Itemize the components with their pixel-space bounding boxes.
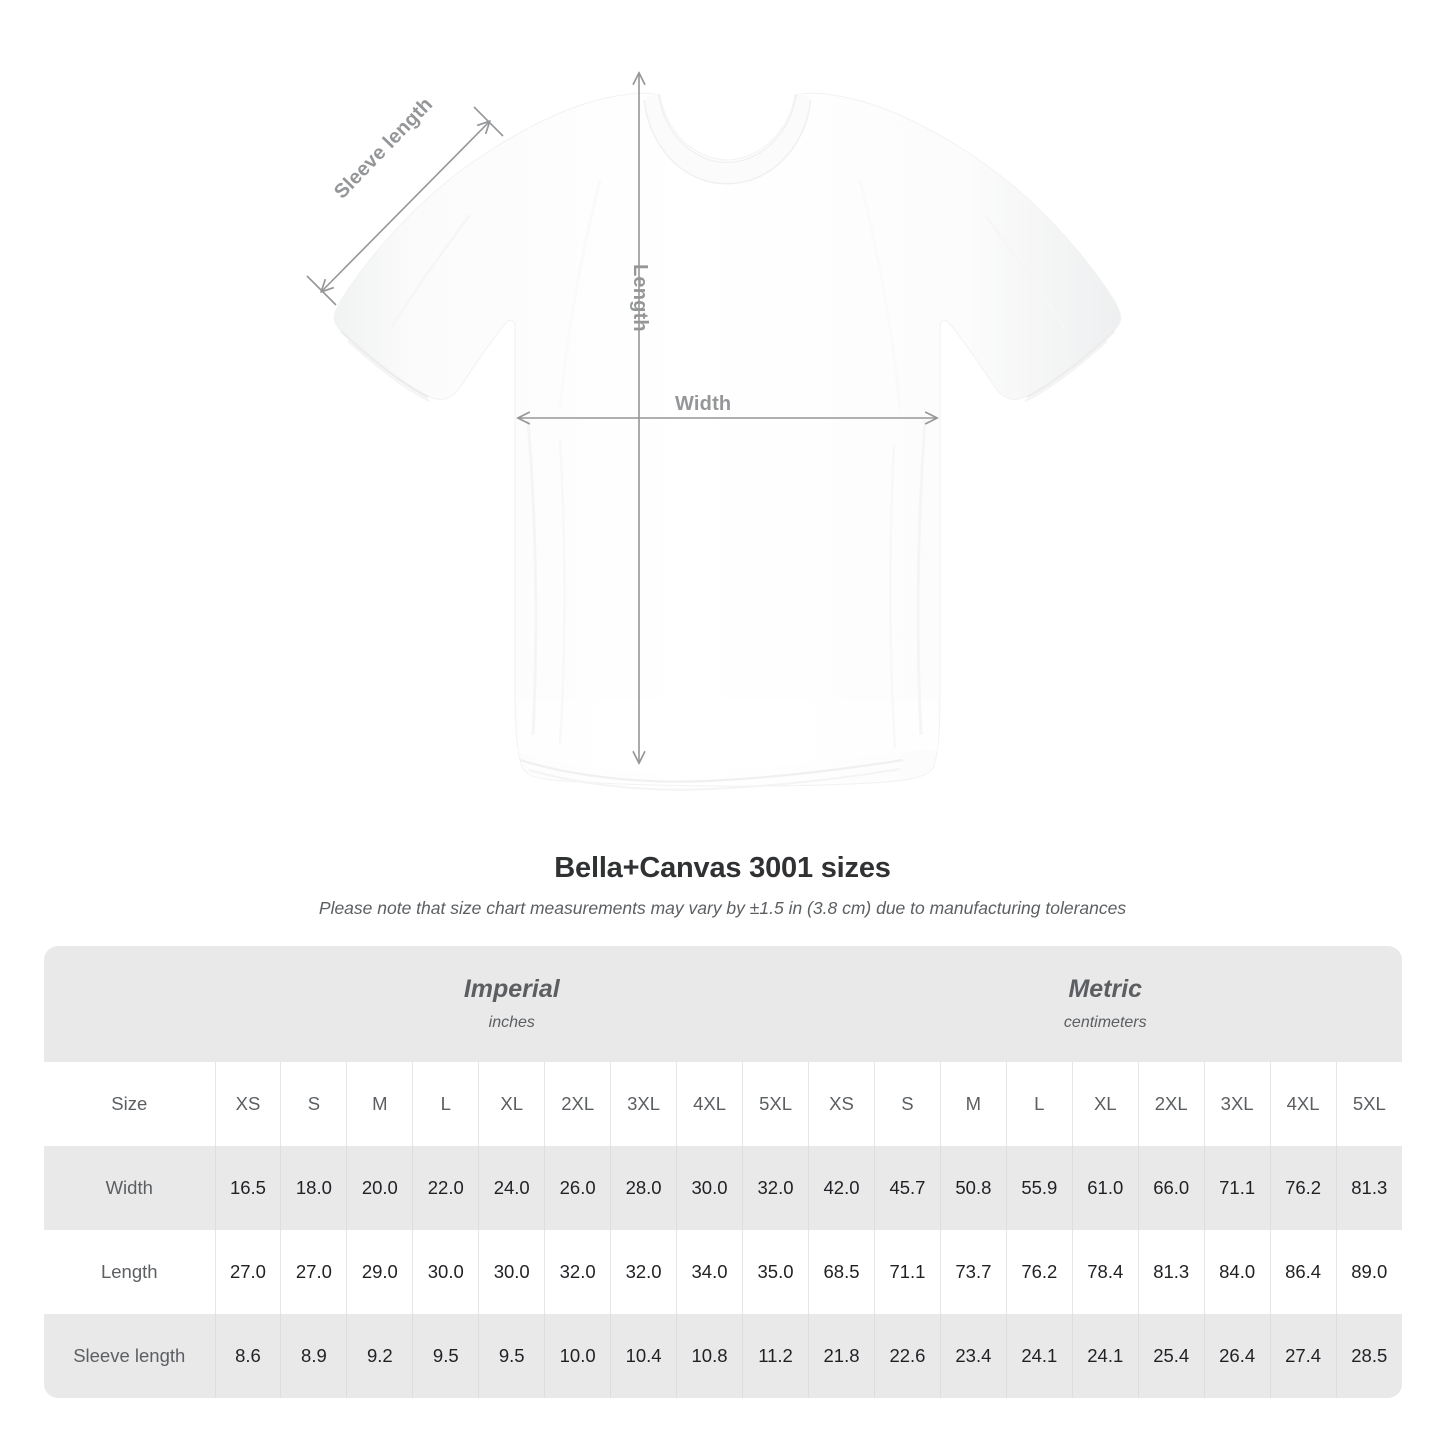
imperial-title: Imperial xyxy=(463,975,560,1003)
cell-length-imperial-2xl: 32.0 xyxy=(544,1230,611,1314)
cell-sleeve-imperial-4xl: 10.8 xyxy=(676,1314,743,1398)
cell-sleeve-imperial-s: 8.9 xyxy=(280,1314,347,1398)
tshirt-measurement-diagram: Sleeve length Length Width xyxy=(306,0,1122,791)
col-header-metric-3xl: 3XL xyxy=(1203,1062,1271,1146)
col-header-metric-5xl: 5XL xyxy=(1335,1062,1402,1146)
cell-width-imperial-s: 18.0 xyxy=(280,1146,347,1230)
imperial-unit-group: Imperial inches xyxy=(215,946,809,1062)
table-row-length: Length 27.0 27.0 29.0 30.0 30.0 32.0 32.… xyxy=(44,1230,1402,1314)
col-header-imperial-4xl: 4XL xyxy=(676,1062,743,1146)
length-label: Length xyxy=(629,264,651,332)
cell-length-metric-m: 73.7 xyxy=(939,1230,1007,1314)
size-chart-disclaimer: Please note that size chart measurements… xyxy=(318,898,1127,918)
size-chart-table: Imperial inches Metric centimeters Size … xyxy=(44,946,1402,1398)
cell-width-imperial-5xl: 32.0 xyxy=(741,1146,809,1230)
col-header-metric-m: M xyxy=(939,1062,1007,1146)
tshirt-body-shape xyxy=(333,92,1122,791)
cell-length-imperial-3xl: 32.0 xyxy=(610,1230,677,1314)
cell-length-metric-4xl: 86.4 xyxy=(1269,1230,1337,1314)
cell-width-imperial-3xl: 28.0 xyxy=(610,1146,677,1230)
cell-length-metric-xs: 68.5 xyxy=(808,1230,875,1314)
cell-sleeve-imperial-5xl: 11.2 xyxy=(741,1314,809,1398)
metric-subtitle: centimeters xyxy=(1063,1014,1147,1031)
cell-width-imperial-xl: 24.0 xyxy=(478,1146,545,1230)
sleeve-length-arrow xyxy=(306,106,504,306)
size-header-row: Size XS S M L XL 2XL 3XL 4XL 5XL XS S M … xyxy=(44,1062,1402,1146)
table-row-width: Width 16.5 18.0 20.0 22.0 24.0 26.0 28.0… xyxy=(44,1146,1402,1230)
cell-length-imperial-xl: 30.0 xyxy=(478,1230,545,1314)
cell-width-imperial-l: 22.0 xyxy=(412,1146,479,1230)
col-header-imperial-2xl: 2XL xyxy=(544,1062,611,1146)
cell-width-metric-5xl: 81.3 xyxy=(1335,1146,1402,1230)
metric-unit-group: Metric centimeters xyxy=(808,946,1402,1062)
col-header-metric-xl: XL xyxy=(1071,1062,1139,1146)
col-header-imperial-m: M xyxy=(346,1062,413,1146)
width-label: Width xyxy=(675,393,732,415)
cell-width-metric-xs: 42.0 xyxy=(808,1146,875,1230)
cell-width-imperial-m: 20.0 xyxy=(346,1146,413,1230)
cell-length-imperial-xs: 27.0 xyxy=(214,1230,281,1314)
cell-width-imperial-2xl: 26.0 xyxy=(544,1146,611,1230)
col-header-metric-2xl: 2XL xyxy=(1137,1062,1205,1146)
cell-length-metric-xl: 78.4 xyxy=(1071,1230,1139,1314)
cell-length-imperial-m: 29.0 xyxy=(346,1230,413,1314)
cell-sleeve-metric-xs: 21.8 xyxy=(808,1314,875,1398)
cell-width-imperial-xs: 16.5 xyxy=(214,1146,281,1230)
cell-width-metric-4xl: 76.2 xyxy=(1269,1146,1337,1230)
cell-width-metric-m: 50.8 xyxy=(939,1146,1007,1230)
cell-sleeve-metric-4xl: 27.4 xyxy=(1269,1314,1337,1398)
cell-width-metric-s: 45.7 xyxy=(873,1146,941,1230)
cell-length-metric-2xl: 81.3 xyxy=(1137,1230,1205,1314)
cell-length-imperial-l: 30.0 xyxy=(412,1230,479,1314)
cell-sleeve-metric-2xl: 25.4 xyxy=(1137,1314,1205,1398)
imperial-subtitle: inches xyxy=(488,1014,535,1031)
cell-sleeve-metric-s: 22.6 xyxy=(873,1314,941,1398)
cell-width-metric-2xl: 66.0 xyxy=(1137,1146,1205,1230)
table-row-sleeve-length: Sleeve length 8.6 8.9 9.2 9.5 9.5 10.0 1… xyxy=(44,1314,1402,1398)
col-header-metric-4xl: 4XL xyxy=(1269,1062,1337,1146)
col-header-metric-s: S xyxy=(873,1062,941,1146)
row-label-sleeve-length: Sleeve length xyxy=(44,1314,215,1398)
cell-sleeve-imperial-m: 9.2 xyxy=(346,1314,413,1398)
row-label-width: Width xyxy=(44,1146,215,1230)
cell-width-metric-l: 55.9 xyxy=(1005,1146,1073,1230)
cell-length-metric-l: 76.2 xyxy=(1005,1230,1073,1314)
cell-sleeve-metric-m: 23.4 xyxy=(939,1314,1007,1398)
cell-sleeve-metric-xl: 24.1 xyxy=(1071,1314,1139,1398)
cell-length-metric-s: 71.1 xyxy=(873,1230,941,1314)
cell-sleeve-imperial-3xl: 10.4 xyxy=(610,1314,677,1398)
banner-corner-spacer xyxy=(44,946,215,1062)
cell-sleeve-imperial-xs: 8.6 xyxy=(214,1314,281,1398)
cell-width-metric-3xl: 71.1 xyxy=(1203,1146,1271,1230)
col-header-metric-l: L xyxy=(1005,1062,1073,1146)
col-header-imperial-xl: XL xyxy=(478,1062,545,1146)
cell-length-metric-3xl: 84.0 xyxy=(1203,1230,1271,1314)
cell-length-imperial-s: 27.0 xyxy=(280,1230,347,1314)
cell-sleeve-metric-5xl: 28.5 xyxy=(1335,1314,1402,1398)
tshirt-illustration xyxy=(306,0,1122,791)
row-label-length: Length xyxy=(44,1230,215,1314)
metric-title: Metric xyxy=(1068,975,1143,1003)
cell-sleeve-imperial-l: 9.5 xyxy=(412,1314,479,1398)
size-chart-title: Bella+Canvas 3001 sizes xyxy=(554,852,891,884)
col-header-imperial-xs: XS xyxy=(214,1062,281,1146)
cell-sleeve-metric-3xl: 26.4 xyxy=(1203,1314,1271,1398)
size-chart-table-container: Imperial inches Metric centimeters Size … xyxy=(44,946,1402,1398)
cell-length-imperial-4xl: 34.0 xyxy=(676,1230,743,1314)
col-header-metric-xs: XS xyxy=(808,1062,875,1146)
cell-sleeve-imperial-2xl: 10.0 xyxy=(544,1314,611,1398)
col-header-imperial-l: L xyxy=(412,1062,479,1146)
cell-sleeve-imperial-xl: 9.5 xyxy=(478,1314,545,1398)
col-header-imperial-5xl: 5XL xyxy=(741,1062,809,1146)
col-header-imperial-3xl: 3XL xyxy=(610,1062,677,1146)
size-corner-header: Size xyxy=(44,1062,215,1146)
cell-length-metric-5xl: 89.0 xyxy=(1335,1230,1402,1314)
col-header-imperial-s: S xyxy=(280,1062,347,1146)
cell-sleeve-metric-l: 24.1 xyxy=(1005,1314,1073,1398)
cell-length-imperial-5xl: 35.0 xyxy=(741,1230,809,1314)
cell-width-imperial-4xl: 30.0 xyxy=(676,1146,743,1230)
unit-banner-row: Imperial inches Metric centimeters xyxy=(44,946,1402,1062)
cell-width-metric-xl: 61.0 xyxy=(1071,1146,1139,1230)
